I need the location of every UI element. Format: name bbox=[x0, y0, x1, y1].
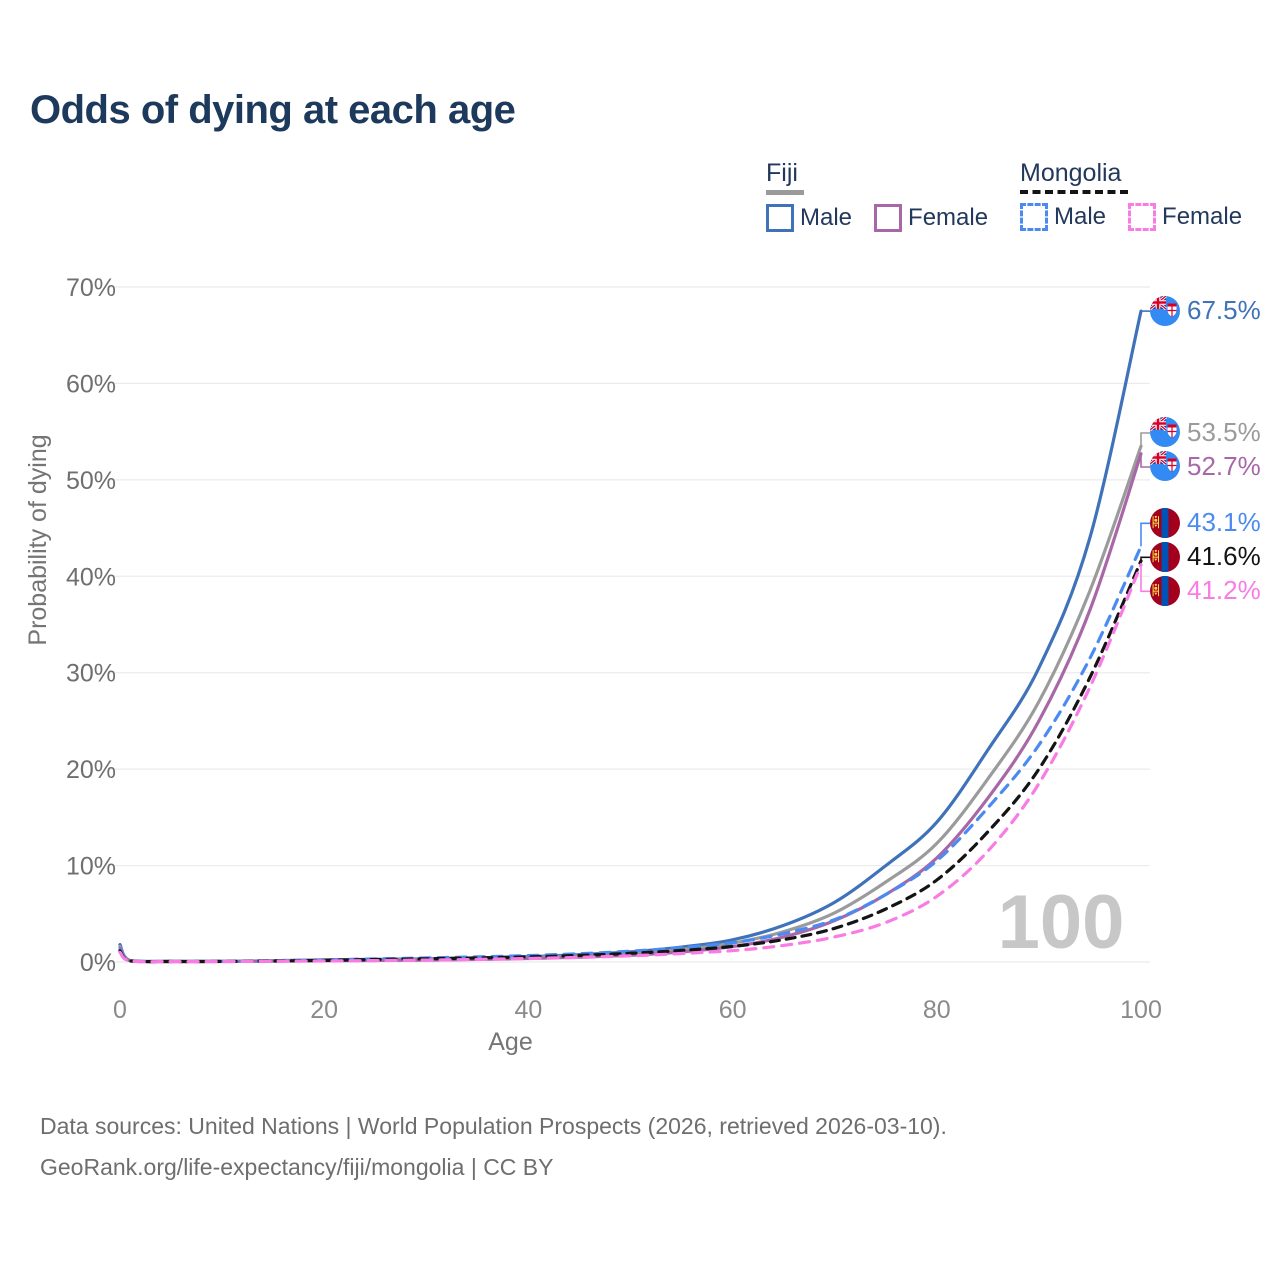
x-tick-label: 0 bbox=[113, 996, 127, 1024]
x-axis-title: Age bbox=[488, 1028, 532, 1056]
y-tick-label: 60% bbox=[66, 370, 116, 398]
series-line-mongolia-female[interactable] bbox=[118, 563, 1143, 964]
fiji-male-swatch-icon bbox=[766, 204, 794, 232]
series-line-mongolia-male[interactable] bbox=[118, 544, 1143, 964]
legend-mongolia-male-label: Male bbox=[1054, 203, 1107, 230]
footer-link[interactable]: GeoRank.org/life-expectancy/fiji/mongoli… bbox=[40, 1154, 554, 1180]
x-tick-label: 100 bbox=[1120, 996, 1162, 1024]
legend-fiji-male-label: Male bbox=[800, 204, 853, 231]
label-connector-fiji-total bbox=[1140, 432, 1150, 447]
mongolia-female-swatch-icon bbox=[1128, 203, 1157, 231]
legend-group-fiji: Fiji Male Female bbox=[766, 160, 988, 232]
x-tick-label: 80 bbox=[923, 996, 951, 1024]
legend-fiji-line-sample bbox=[766, 190, 804, 195]
legend-item-mongolia-male[interactable]: Male bbox=[1020, 203, 1106, 231]
series-line-mongolia-total[interactable] bbox=[118, 559, 1143, 964]
x-tick-label: 40 bbox=[514, 996, 542, 1024]
x-tick-label: 20 bbox=[310, 996, 338, 1024]
legend-item-fiji-male[interactable]: Male bbox=[766, 204, 852, 232]
gridlines bbox=[108, 286, 1150, 963]
legend-mongolia-header[interactable]: Mongolia bbox=[1020, 159, 1122, 187]
legend-mongolia-female-label: Female bbox=[1162, 203, 1243, 230]
label-connector-mongolia-male bbox=[1140, 522, 1150, 547]
legend-group-mongolia: Mongolia Male Female bbox=[1020, 160, 1242, 231]
page-title: Odds of dying at each age bbox=[30, 88, 516, 132]
label-connector-mongolia-female bbox=[1140, 564, 1150, 593]
legend-fiji-header[interactable]: Fiji bbox=[766, 159, 798, 187]
legend-item-fiji-female[interactable]: Female bbox=[874, 204, 988, 232]
y-tick-label: 0% bbox=[80, 949, 116, 977]
series-line-fiji-male[interactable] bbox=[118, 309, 1143, 964]
y-tick-label: 20% bbox=[66, 756, 116, 784]
footer: Data sources: United Nations | World Pop… bbox=[40, 1106, 947, 1188]
series-line-fiji-total[interactable] bbox=[118, 444, 1143, 964]
y-tick-label: 30% bbox=[66, 660, 116, 688]
label-connectors bbox=[1140, 310, 1150, 593]
label-connector-fiji-female bbox=[1140, 453, 1150, 468]
chart-watermark: 100 bbox=[998, 880, 1125, 965]
y-tick-label: 40% bbox=[66, 563, 116, 591]
y-axis-ticks: 0% 10% 20% 30% 40% 50% 60% 70% bbox=[66, 274, 116, 977]
x-tick-label: 60 bbox=[719, 996, 747, 1024]
series-line-fiji-female[interactable] bbox=[118, 452, 1143, 964]
series-lines bbox=[118, 309, 1143, 964]
y-tick-label: 70% bbox=[66, 274, 116, 302]
fiji-female-swatch-icon bbox=[874, 204, 903, 232]
legend-item-mongolia-female[interactable]: Female bbox=[1128, 203, 1242, 231]
legend-fiji-female-label: Female bbox=[908, 204, 989, 231]
label-connector-mongolia-total bbox=[1140, 556, 1150, 561]
x-axis-ticks: 0 20 40 60 80 100 bbox=[113, 996, 1162, 1024]
mongolia-male-swatch-icon bbox=[1020, 203, 1048, 231]
footer-sources: Data sources: United Nations | World Pop… bbox=[40, 1113, 947, 1139]
legend-mongolia-line-sample bbox=[1020, 190, 1128, 194]
y-tick-label: 50% bbox=[66, 467, 116, 495]
y-tick-label: 10% bbox=[66, 853, 116, 881]
y-axis-title: Probability of dying bbox=[24, 434, 52, 645]
